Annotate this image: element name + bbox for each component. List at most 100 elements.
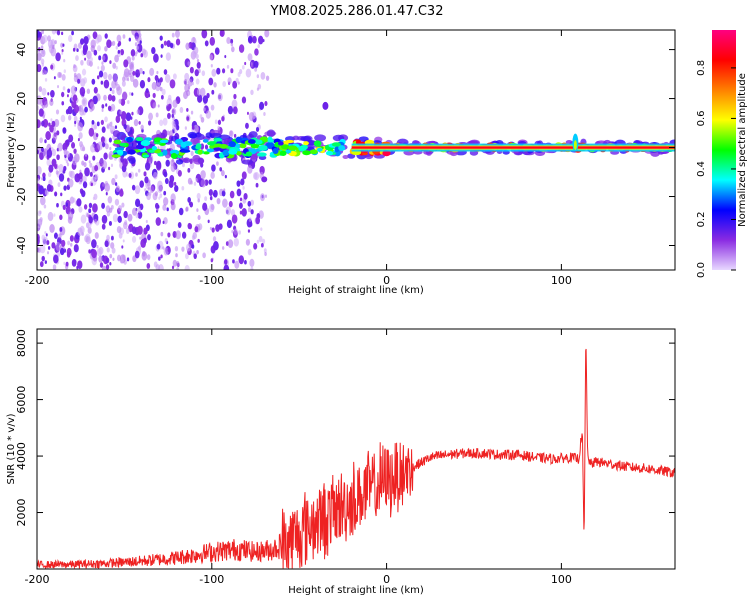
noise-blob <box>44 139 47 144</box>
noise-blob <box>216 161 219 166</box>
noise-blob <box>57 182 61 187</box>
noise-blob <box>233 93 237 100</box>
noise-blob <box>46 158 51 167</box>
noise-blob <box>51 30 57 35</box>
noise-blob <box>167 232 171 238</box>
noise-blob <box>62 43 65 47</box>
noise-blob <box>147 77 151 83</box>
noise-blob <box>246 111 249 115</box>
noise-blob <box>39 244 46 254</box>
noise-blob <box>187 168 191 173</box>
noise-blob <box>116 34 122 43</box>
noise-blob <box>136 109 140 115</box>
noise-blob <box>183 91 188 100</box>
noise-blob <box>47 35 51 42</box>
noise-blob <box>110 204 114 210</box>
noise-blob <box>160 231 164 237</box>
noise-blob <box>172 259 177 267</box>
noise-blob <box>47 211 54 222</box>
noise-blob <box>65 159 69 164</box>
noise-blob <box>97 141 103 151</box>
noise-blob <box>86 59 91 66</box>
noise-blob <box>128 69 132 76</box>
figure-title: YM08.2025.286.01.47.C32 <box>270 4 444 19</box>
noise-blob <box>142 71 145 75</box>
noise-blob <box>115 45 118 50</box>
noise-blob <box>58 173 65 182</box>
noise-blob <box>147 234 151 241</box>
signal-halo <box>205 132 213 139</box>
noise-blob <box>232 106 238 115</box>
signal-blob <box>277 141 284 146</box>
noise-blob <box>139 40 142 45</box>
signal-blob <box>267 136 273 143</box>
signal-blob <box>298 145 307 152</box>
noise-blob <box>91 78 96 85</box>
noise-blob <box>196 208 199 212</box>
noise-blob <box>144 176 149 184</box>
noise-blob <box>164 238 168 243</box>
noise-blob <box>238 44 245 53</box>
signal-blob <box>279 150 287 156</box>
noise-blob <box>175 124 180 131</box>
noise-blob <box>145 219 148 224</box>
y-tick-label: 2000 <box>15 499 28 527</box>
noise-blob <box>135 172 138 177</box>
noise-blob <box>122 239 125 243</box>
noise-blob <box>138 168 141 173</box>
noise-blob <box>96 248 102 257</box>
noise-blob <box>88 249 91 254</box>
noise-blob <box>116 225 122 234</box>
colorbar-tick-label: 0.0 <box>696 262 707 278</box>
noise-blob <box>192 37 196 43</box>
noise-blob <box>101 223 106 230</box>
noise-blob <box>231 46 235 53</box>
noise-blob <box>38 86 43 92</box>
noise-blob <box>131 235 137 243</box>
noise-blob <box>64 157 67 161</box>
signal-halo <box>266 129 276 138</box>
x-tick-label: 100 <box>551 573 572 586</box>
noise-blob <box>69 235 74 242</box>
noise-blob <box>56 30 61 36</box>
noise-blob <box>186 107 189 112</box>
noise-blob <box>263 248 267 253</box>
noise-blob <box>181 231 187 239</box>
signal-blob <box>302 150 311 156</box>
noise-blob <box>165 52 171 61</box>
noise-blob <box>151 46 156 55</box>
noise-blob <box>184 264 190 270</box>
noise-blob <box>231 99 238 109</box>
signal-blob <box>162 149 168 156</box>
noise-blob <box>109 146 112 151</box>
noise-blob <box>250 89 254 96</box>
noise-blob <box>220 170 225 177</box>
noise-blob <box>53 232 58 239</box>
noise-blob <box>71 142 76 149</box>
noise-blob <box>194 226 199 233</box>
noise-blob <box>122 34 126 39</box>
noise-blob <box>105 184 111 192</box>
noise-blob <box>132 207 138 216</box>
noise-blob <box>82 181 88 189</box>
noise-blob <box>178 207 184 216</box>
noise-blob <box>137 211 143 219</box>
noise-blob <box>227 105 234 115</box>
signal-blob <box>142 154 150 158</box>
noise-blob <box>184 126 187 130</box>
noise-blob <box>189 201 194 208</box>
noise-blob <box>104 116 108 123</box>
noise-blob <box>191 244 195 249</box>
noise-blob <box>56 130 60 136</box>
noise-blob <box>166 207 169 212</box>
noise-blob <box>133 119 139 127</box>
noise-blob <box>72 47 76 52</box>
noise-blob <box>230 68 234 74</box>
noise-blob <box>55 52 61 62</box>
y-tick-label: -40 <box>15 237 28 255</box>
noise-blob <box>63 165 67 172</box>
noise-blob <box>247 200 252 207</box>
noise-blob <box>158 256 161 261</box>
signal-blob <box>247 139 256 144</box>
